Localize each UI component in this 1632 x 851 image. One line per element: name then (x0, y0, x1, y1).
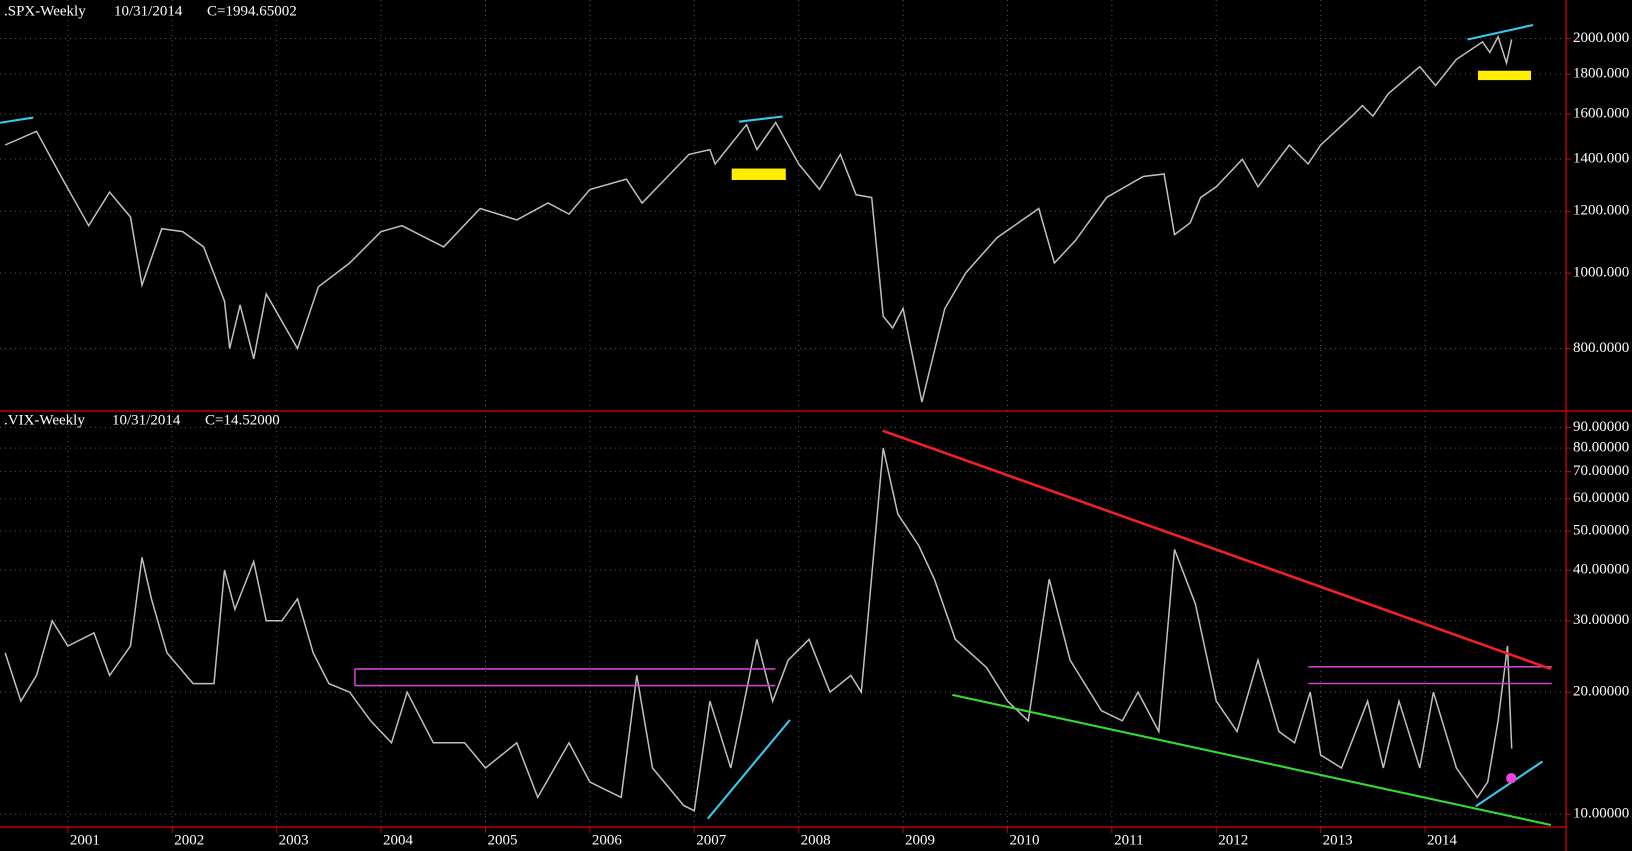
y-tick-label: 1000.000 (1573, 264, 1629, 280)
x-tick-label: 2004 (383, 832, 414, 848)
close-label: C=14.52000 (205, 412, 280, 428)
x-tick-label: 2005 (487, 832, 517, 848)
y-tick-label: 1600.000 (1573, 105, 1629, 121)
x-tick-label: 2006 (592, 832, 623, 848)
support-line (952, 693, 1552, 826)
y-tick-label: 1400.000 (1573, 151, 1629, 167)
x-tick-label: 2014 (1427, 832, 1458, 848)
marker-dot (1506, 772, 1517, 784)
price-line (4, 34, 1513, 403)
highlight-bar (731, 168, 786, 180)
x-tick-label: 2008 (801, 832, 831, 848)
y-tick-label: 90.00000 (1573, 419, 1629, 435)
x-tick-label: 2011 (1114, 832, 1143, 848)
chart-date: 10/31/2014 (112, 412, 181, 428)
chart-title: .VIX-Weekly (4, 412, 85, 428)
y-tick-label: 1800.000 (1573, 66, 1629, 82)
x-tick-label: 2010 (1009, 832, 1039, 848)
close-label: C=1994.65002 (207, 3, 297, 19)
x-tick-label: 2013 (1323, 832, 1353, 848)
resistance-line (882, 429, 1552, 671)
x-tick-label: 2003 (279, 832, 309, 848)
y-tick-label: 20.00000 (1573, 684, 1629, 700)
annotations (0, 23, 1552, 826)
x-tick-label: 2002 (174, 832, 204, 848)
trend-line (1475, 760, 1544, 808)
trend-line (706, 719, 791, 820)
y-tick-label: 2000.000 (1573, 30, 1629, 46)
y-tick-label: 60.00000 (1573, 490, 1629, 506)
x-tick-label: 2001 (70, 832, 100, 848)
y-tick-label: 30.00000 (1573, 612, 1629, 628)
y-tick-label: 50.00000 (1573, 522, 1629, 538)
y-tick-label: 800.0000 (1573, 340, 1629, 356)
y-tick-label: 40.00000 (1573, 562, 1629, 578)
chart-title: .SPX-Weekly (4, 3, 86, 19)
y-tick-label: 10.00000 (1573, 806, 1629, 822)
highlight-bar (1477, 70, 1532, 81)
x-tick-label: 2009 (905, 832, 935, 848)
trend-line (0, 116, 34, 124)
y-tick-label: 80.00000 (1573, 440, 1629, 456)
x-tick-label: 2012 (1218, 832, 1248, 848)
y-tick-label: 1200.000 (1573, 203, 1629, 219)
y-tick-label: 70.00000 (1573, 463, 1629, 479)
price-line (4, 447, 1513, 812)
trend-line (1467, 23, 1534, 41)
trend-line (738, 115, 783, 123)
x-tick-label: 2007 (696, 832, 727, 848)
chart-date: 10/31/2014 (114, 3, 183, 19)
